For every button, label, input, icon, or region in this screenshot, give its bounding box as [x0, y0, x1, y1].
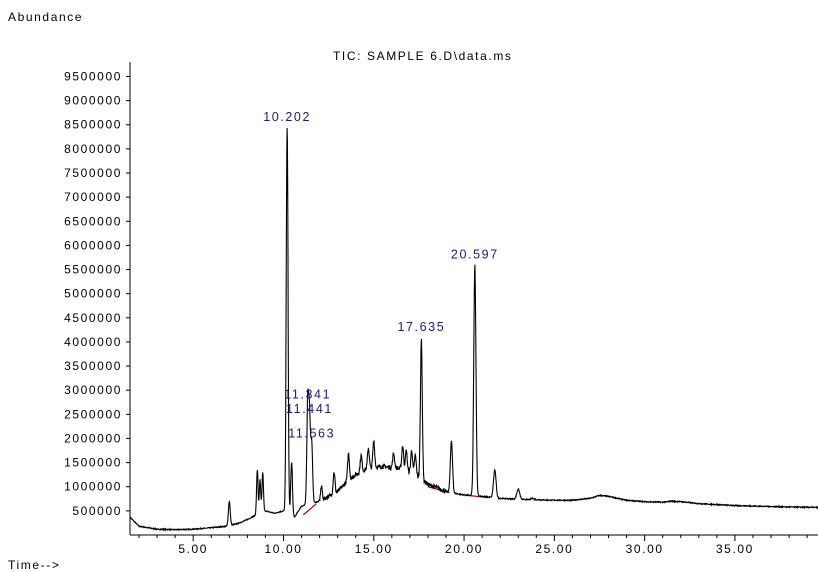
- y-tick-label: 2000000: [64, 431, 122, 445]
- y-tick-label: 9500000: [64, 69, 122, 83]
- y-tick-label: 5500000: [64, 263, 122, 277]
- y-tick-label: 5000000: [64, 287, 122, 301]
- axis-ticks: 500000 1000000 1500000 2000000 2500000 300000…: [64, 69, 808, 556]
- integration-baseline: [302, 503, 317, 516]
- y-tick-label: 3500000: [64, 359, 122, 373]
- y-tick-label: 6500000: [64, 214, 122, 228]
- x-tick-label: 35.00: [716, 542, 754, 556]
- y-tick-label: 7000000: [64, 190, 122, 204]
- x-tick-label: 30.00: [626, 542, 664, 556]
- y-tick-label: 7500000: [64, 166, 122, 180]
- y-tick-label: 4000000: [64, 335, 122, 349]
- peak-label: 10.202: [263, 110, 311, 124]
- x-tick-label: 20.00: [445, 542, 483, 556]
- y-tick-label: 2500000: [64, 407, 122, 421]
- peak-label: 11.341: [284, 388, 331, 402]
- peak-label: 11.441: [286, 402, 333, 416]
- x-tick-label: 10.00: [264, 542, 302, 556]
- y-tick-label: 8000000: [64, 142, 122, 156]
- y-tick-label: 1000000: [64, 480, 122, 494]
- tic-trace: [129, 127, 818, 532]
- x-tick-label: 15.00: [355, 542, 393, 556]
- x-tick-label: 25.00: [535, 542, 573, 556]
- y-tick-label: 500000: [72, 504, 122, 518]
- peak-label: 11.563: [288, 426, 335, 440]
- y-tick-label: 6000000: [64, 238, 122, 252]
- y-tick-label: 1500000: [64, 456, 122, 470]
- y-tick-label: 9000000: [64, 94, 122, 108]
- peak-label: 20.597: [451, 248, 499, 262]
- peak-label: 17.635: [397, 320, 445, 334]
- x-axis-label: Time-->: [8, 558, 60, 572]
- tic-line: [129, 127, 818, 532]
- x-tick-label: 5.00: [178, 542, 208, 556]
- axes: [129, 62, 818, 536]
- y-tick-label: 3000000: [64, 383, 122, 397]
- y-tick-label: 4500000: [64, 311, 122, 325]
- chart-title: TIC: SAMPLE 6.D\data.ms: [333, 49, 513, 63]
- y-tick-label: 8500000: [64, 118, 122, 132]
- y-axis-label: Abundance: [8, 10, 83, 24]
